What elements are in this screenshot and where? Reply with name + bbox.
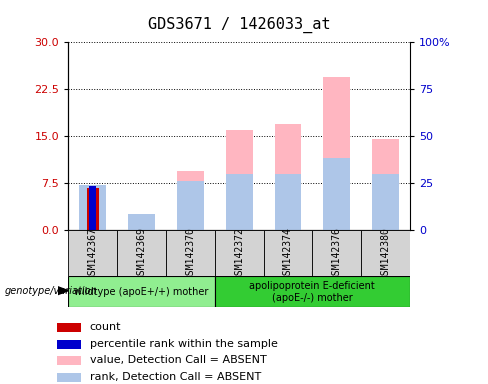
Bar [215,276,410,307]
Bar [225,174,253,230]
Bar [79,185,106,230]
Bar [264,230,312,276]
Bar [177,171,203,230]
Bar [166,230,215,276]
Text: GDS3671 / 1426033_at: GDS3671 / 1426033_at [148,17,330,33]
Bar [128,215,155,230]
Text: wildtype (apoE+/+) mother: wildtype (apoE+/+) mother [74,287,209,297]
Text: GSM142367: GSM142367 [88,227,98,280]
Bar [89,186,96,230]
Text: genotype/variation: genotype/variation [5,286,98,296]
Text: value, Detection Call = ABSENT: value, Detection Call = ABSENT [90,356,266,366]
Bar [323,77,350,230]
Text: GSM142370: GSM142370 [185,227,195,280]
Text: apolipoprotein E-deficient
(apoE-/-) mother: apolipoprotein E-deficient (apoE-/-) mot… [249,281,375,303]
Bar [79,187,106,230]
Text: GSM142380: GSM142380 [381,227,390,280]
Text: GSM142372: GSM142372 [234,227,244,280]
Bar [117,230,166,276]
Bar [87,188,99,230]
Bar [312,230,361,276]
Bar [58,323,81,332]
Bar [68,276,215,307]
Text: GSM142369: GSM142369 [137,227,146,280]
Bar [323,158,350,230]
Text: percentile rank within the sample: percentile rank within the sample [90,339,278,349]
Bar [372,174,399,230]
Polygon shape [58,286,68,295]
Text: rank, Detection Call = ABSENT: rank, Detection Call = ABSENT [90,372,261,382]
Bar [225,130,253,230]
Bar [58,356,81,365]
Bar [215,230,264,276]
Bar [68,230,117,276]
Bar [128,214,155,230]
Bar [177,182,203,230]
Bar [274,124,302,230]
Bar [274,174,302,230]
Text: GSM142376: GSM142376 [332,227,342,280]
Text: count: count [90,322,121,332]
Bar [372,139,399,230]
Bar [361,230,410,276]
Text: GSM142374: GSM142374 [283,227,293,280]
Bar [58,340,81,349]
Bar [58,373,81,382]
